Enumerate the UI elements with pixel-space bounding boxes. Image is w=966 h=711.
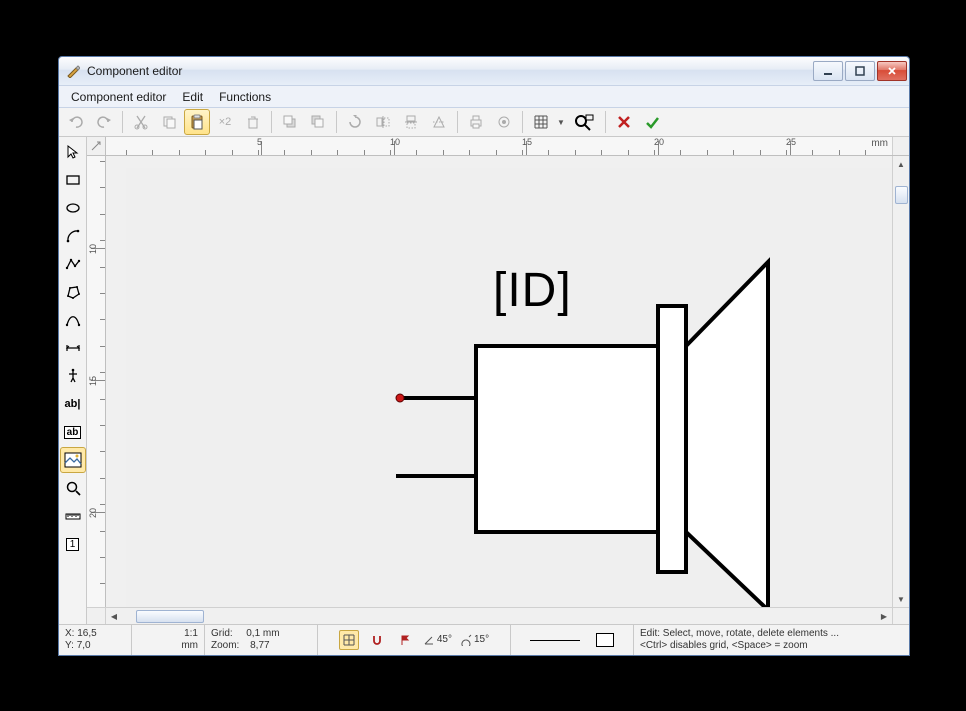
scroll-up-arrow[interactable]: ▲ — [893, 156, 909, 172]
dimension-tool[interactable] — [60, 335, 86, 361]
pin-tool[interactable] — [60, 363, 86, 389]
component-shape[interactable] — [376, 238, 796, 607]
zoom-tool[interactable] — [60, 475, 86, 501]
snap-grid-icon[interactable] — [339, 630, 359, 650]
vertical-scrollbar[interactable]: ▲ ▼ — [892, 156, 909, 607]
select-tool[interactable] — [60, 139, 86, 165]
status-help: Edit: Select, move, rotate, delete eleme… — [634, 625, 909, 655]
status-scale: 1:1 mm — [132, 625, 205, 655]
label-tool[interactable]: ab — [60, 419, 86, 445]
titlebar[interactable]: Component editor — [59, 57, 909, 86]
menu-component-editor[interactable]: Component editor — [63, 88, 174, 106]
scroll-down-arrow[interactable]: ▼ — [893, 591, 909, 607]
ruler-origin-corner[interactable] — [87, 137, 106, 155]
toolbar-top: ×2 ▼ — [59, 108, 909, 137]
text-tool[interactable]: ab| — [60, 391, 86, 417]
delete-button[interactable] — [240, 109, 266, 135]
rotate-button[interactable] — [342, 109, 368, 135]
send-back-button[interactable] — [305, 109, 331, 135]
measure-tool[interactable] — [60, 503, 86, 529]
minimize-button[interactable] — [813, 61, 843, 81]
close-button[interactable] — [877, 61, 907, 81]
status-grid-zoom: Grid: 0,1 mm Zoom: 8,77 — [205, 625, 318, 655]
line-style-swatch[interactable] — [530, 640, 580, 641]
accept-button[interactable] — [639, 109, 665, 135]
undo-button[interactable] — [63, 109, 89, 135]
copy-button[interactable] — [156, 109, 182, 135]
grid-dropdown[interactable]: ▼ — [556, 110, 566, 134]
polyline-tool[interactable] — [60, 251, 86, 277]
window-title: Component editor — [87, 64, 813, 78]
snap-angle-45: 45° — [437, 634, 452, 646]
cut-button[interactable] — [128, 109, 154, 135]
menu-edit[interactable]: Edit — [174, 88, 211, 106]
angle-45-icon — [423, 634, 435, 646]
bezier-tool[interactable] — [60, 307, 86, 333]
horizontal-scroll-thumb[interactable] — [136, 610, 204, 623]
rectangle-tool[interactable] — [60, 167, 86, 193]
redo-button[interactable] — [91, 109, 117, 135]
scroll-right-arrow[interactable]: ▶ — [876, 608, 892, 624]
snap-angle-15: 15° — [474, 634, 489, 646]
mirror-v-button[interactable] — [398, 109, 424, 135]
id-tool[interactable]: 1 — [60, 531, 86, 557]
grid-button[interactable] — [528, 109, 554, 135]
maximize-button[interactable] — [845, 61, 875, 81]
snap-magnet-icon[interactable] — [367, 630, 387, 650]
ellipse-tool[interactable] — [60, 195, 86, 221]
angle-15-icon — [460, 634, 472, 646]
duplicate-button[interactable]: ×2 — [212, 109, 238, 135]
window-frame: Component editor Component editor Edit F… — [58, 56, 910, 656]
horizontal-scrollbar[interactable]: ◀ ▶ — [106, 608, 892, 624]
toolbar-left: ab| ab 1 — [59, 137, 87, 624]
canvas-viewport[interactable]: [ID] — [106, 156, 892, 607]
arc-tool[interactable] — [60, 223, 86, 249]
bring-front-button[interactable] — [277, 109, 303, 135]
ruler-unit-label: mm — [871, 138, 888, 149]
horizontal-ruler[interactable]: mm 510152025 — [106, 137, 892, 155]
menu-functions[interactable]: Functions — [211, 88, 279, 106]
snap-flag-icon[interactable] — [395, 630, 415, 650]
zoom-objects-button[interactable] — [568, 109, 600, 135]
polygon-tool[interactable] — [60, 279, 86, 305]
menubar: Component editor Edit Functions — [59, 86, 909, 108]
cancel-button[interactable] — [611, 109, 637, 135]
status-style-preview[interactable] — [511, 625, 634, 655]
mirror-h-button[interactable] — [370, 109, 396, 135]
fill-style-swatch[interactable] — [596, 633, 614, 647]
status-snap-options: 45° 15° — [318, 625, 511, 655]
pencil-icon — [65, 63, 81, 79]
preview-button[interactable] — [491, 109, 517, 135]
duplicate-label: ×2 — [217, 116, 234, 128]
statusbar: X: 16,5 Y: 7,0 1:1 mm Grid: 0,1 mm Zoom:… — [59, 624, 909, 655]
print-button[interactable] — [463, 109, 489, 135]
image-tool[interactable] — [60, 447, 86, 473]
status-coords: X: 16,5 Y: 7,0 — [59, 625, 132, 655]
vertical-scroll-thumb[interactable] — [895, 186, 908, 204]
vertical-ruler[interactable]: 101520 — [87, 156, 106, 607]
scroll-left-arrow[interactable]: ◀ — [106, 608, 122, 624]
main-area: mm 510152025 101520 [ID] — [87, 137, 909, 624]
flip-button[interactable] — [426, 109, 452, 135]
paste-button[interactable] — [184, 109, 210, 135]
